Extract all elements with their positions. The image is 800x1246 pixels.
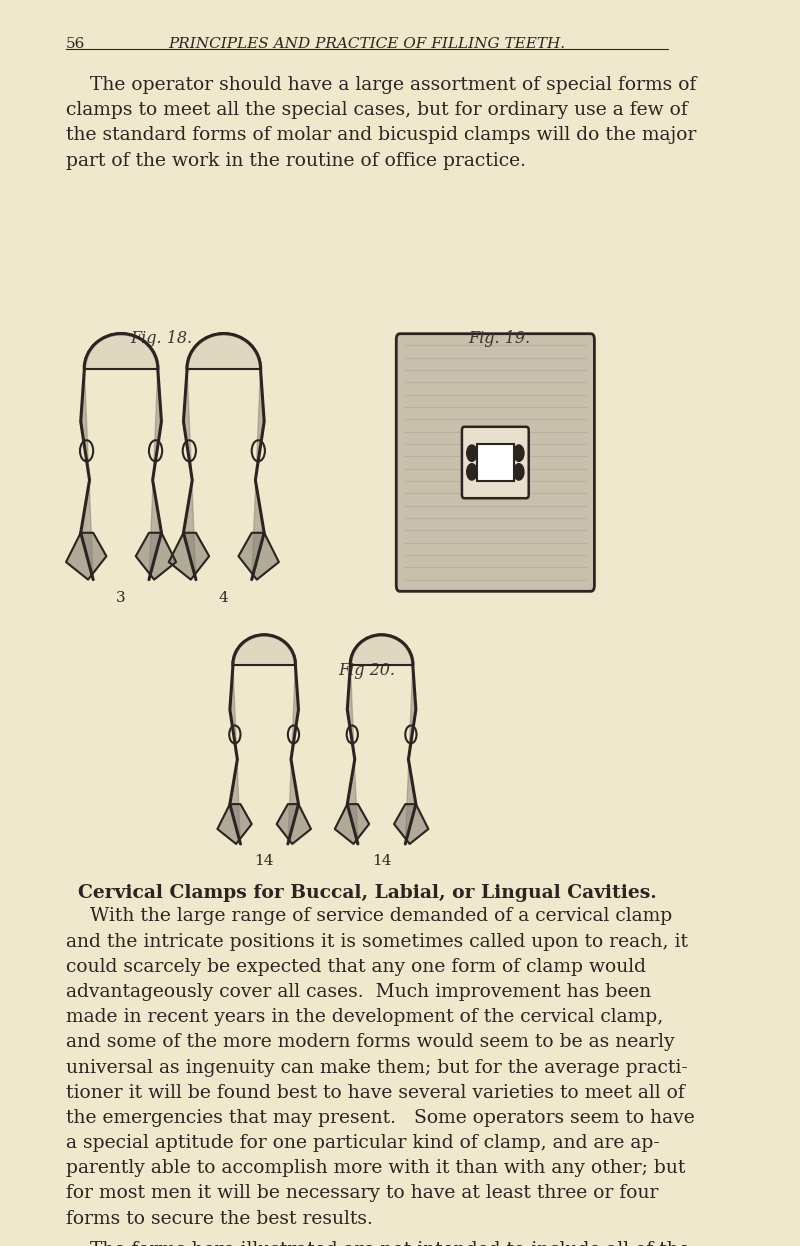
Text: 4: 4	[219, 592, 229, 606]
Text: the emergencies that may present.   Some operators seem to have: the emergencies that may present. Some o…	[66, 1109, 694, 1126]
Text: forms to secure the best results.: forms to secure the best results.	[66, 1210, 373, 1227]
Text: The forms here illustrated are not intended to include all of the: The forms here illustrated are not inten…	[66, 1241, 690, 1246]
Polygon shape	[81, 369, 93, 579]
Text: clamps to meet all the special cases, but for ordinary use a few of: clamps to meet all the special cases, bu…	[66, 101, 688, 120]
Text: Fig. 18.: Fig. 18.	[130, 330, 193, 348]
Text: parently able to accomplish more with it than with any other; but: parently able to accomplish more with it…	[66, 1159, 686, 1177]
Text: for most men it will be necessary to have at least three or four: for most men it will be necessary to hav…	[66, 1185, 658, 1202]
Text: PRINCIPLES AND PRACTICE OF FILLING TEETH.: PRINCIPLES AND PRACTICE OF FILLING TEETH…	[168, 37, 566, 51]
Text: a special aptitude for one particular kind of clamp, and are ap-: a special aptitude for one particular ki…	[66, 1134, 660, 1153]
Text: universal as ingenuity can make them; but for the average practi-: universal as ingenuity can make them; bu…	[66, 1059, 688, 1077]
Text: 14: 14	[254, 854, 274, 868]
FancyBboxPatch shape	[396, 334, 594, 592]
Polygon shape	[347, 665, 358, 844]
Text: 3: 3	[116, 592, 126, 606]
Text: Fig. 19.: Fig. 19.	[468, 330, 530, 348]
Polygon shape	[394, 804, 428, 844]
Text: Cervical Clamps for Buccal, Labial, or Lingual Cavities.: Cervical Clamps for Buccal, Labial, or L…	[78, 885, 656, 902]
Text: part of the work in the routine of office practice.: part of the work in the routine of offic…	[66, 152, 526, 169]
Polygon shape	[238, 533, 279, 579]
Text: 56: 56	[66, 37, 86, 51]
Text: made in recent years in the development of the cervical clamp,: made in recent years in the development …	[66, 1008, 663, 1027]
Polygon shape	[288, 665, 298, 844]
Polygon shape	[230, 665, 241, 844]
Polygon shape	[277, 804, 311, 844]
Text: the standard forms of molar and bicuspid clamps will do the major: the standard forms of molar and bicuspid…	[66, 126, 697, 145]
Polygon shape	[149, 369, 162, 579]
Text: 14: 14	[372, 854, 391, 868]
Circle shape	[514, 464, 524, 480]
Text: The operator should have a large assortment of special forms of: The operator should have a large assortm…	[66, 76, 697, 95]
Polygon shape	[252, 369, 264, 579]
Polygon shape	[406, 665, 416, 844]
Polygon shape	[335, 804, 369, 844]
Bar	[477, 444, 514, 481]
FancyBboxPatch shape	[462, 427, 529, 498]
Circle shape	[466, 464, 477, 480]
Text: Fig 20.: Fig 20.	[338, 662, 395, 679]
Text: With the large range of service demanded of a cervical clamp: With the large range of service demanded…	[66, 907, 672, 926]
Polygon shape	[218, 804, 252, 844]
Circle shape	[514, 445, 524, 461]
Text: and the intricate positions it is sometimes called upon to reach, it: and the intricate positions it is someti…	[66, 933, 688, 951]
Polygon shape	[169, 533, 209, 579]
Polygon shape	[136, 533, 176, 579]
Text: could scarcely be expected that any one form of clamp would: could scarcely be expected that any one …	[66, 958, 646, 976]
Polygon shape	[66, 533, 106, 579]
Circle shape	[466, 445, 477, 461]
Text: tioner it will be found best to have several varieties to meet all of: tioner it will be found best to have sev…	[66, 1084, 685, 1101]
Text: and some of the more modern forms would seem to be as nearly: and some of the more modern forms would …	[66, 1033, 674, 1052]
Polygon shape	[183, 369, 196, 579]
Text: advantageously cover all cases.  Much improvement has been: advantageously cover all cases. Much imp…	[66, 983, 651, 1001]
